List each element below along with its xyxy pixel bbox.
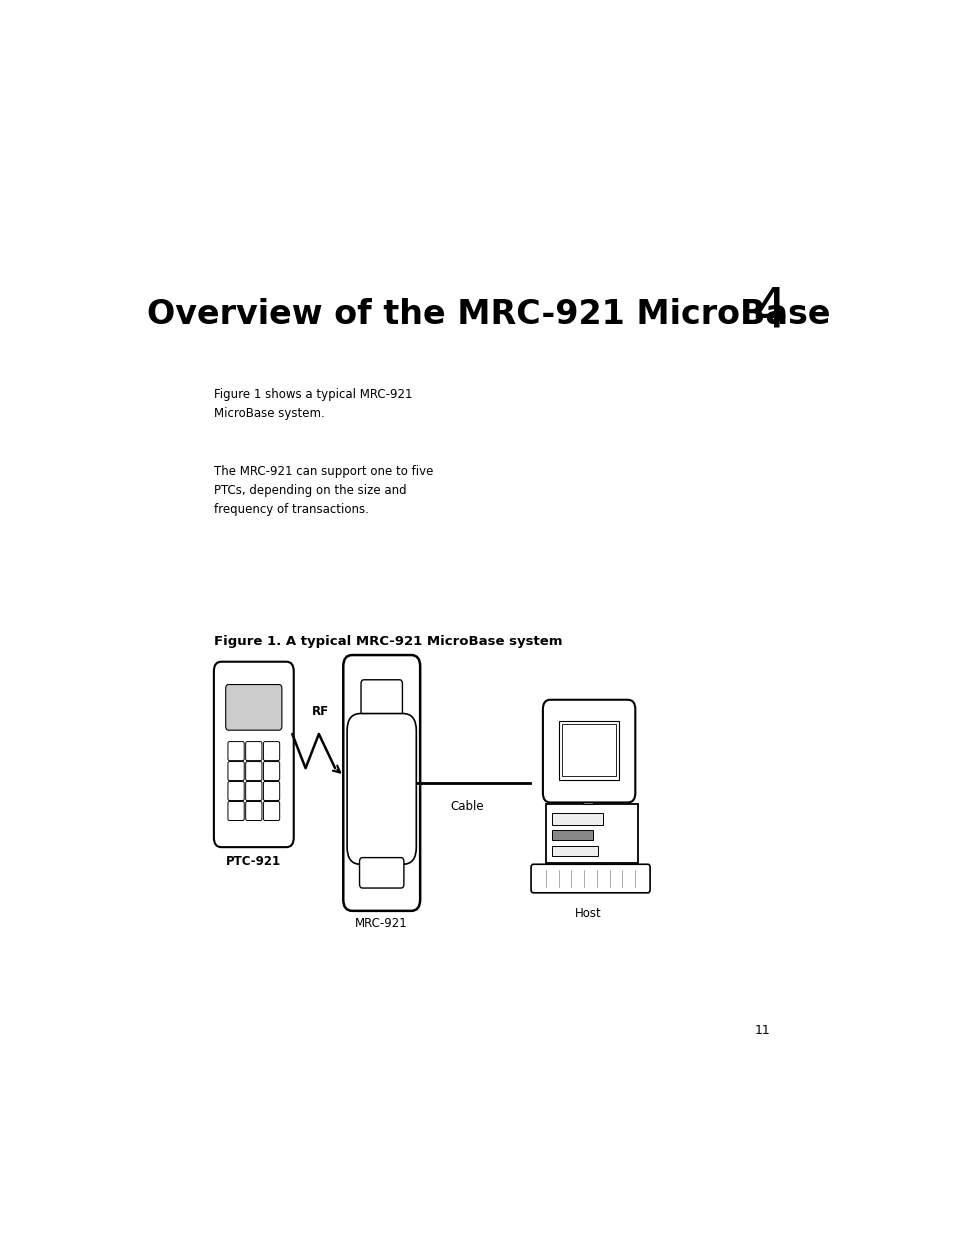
Text: MRC-921: MRC-921	[355, 916, 408, 930]
FancyBboxPatch shape	[228, 802, 244, 820]
FancyBboxPatch shape	[263, 802, 279, 820]
FancyBboxPatch shape	[246, 802, 262, 820]
FancyBboxPatch shape	[360, 679, 402, 718]
FancyBboxPatch shape	[246, 782, 262, 800]
FancyBboxPatch shape	[228, 762, 244, 781]
FancyBboxPatch shape	[359, 857, 403, 888]
Bar	[551, 813, 602, 825]
FancyBboxPatch shape	[542, 700, 635, 803]
FancyBboxPatch shape	[228, 741, 244, 761]
Text: Host: Host	[575, 906, 601, 920]
Bar	[551, 830, 593, 841]
Text: Figure 1 shows a typical MRC-921
MicroBase system.: Figure 1 shows a typical MRC-921 MicroBa…	[213, 388, 412, 420]
Bar	[545, 804, 638, 863]
FancyBboxPatch shape	[213, 662, 294, 847]
FancyBboxPatch shape	[263, 762, 279, 781]
Bar	[582, 793, 593, 804]
Text: PTC-921: PTC-921	[226, 855, 281, 868]
FancyBboxPatch shape	[246, 741, 262, 761]
Text: RF: RF	[312, 705, 329, 718]
FancyBboxPatch shape	[263, 782, 279, 800]
FancyBboxPatch shape	[343, 655, 419, 911]
Text: Cable: Cable	[450, 800, 483, 813]
Bar	[561, 725, 616, 776]
FancyBboxPatch shape	[226, 684, 282, 730]
Text: Figure 1. A typical MRC-921 MicroBase system: Figure 1. A typical MRC-921 MicroBase sy…	[213, 635, 562, 648]
FancyBboxPatch shape	[347, 714, 416, 864]
Text: Overview of the MRC-921 MicroBase: Overview of the MRC-921 MicroBase	[147, 298, 830, 331]
Bar	[551, 846, 598, 856]
FancyBboxPatch shape	[246, 762, 262, 781]
Bar	[558, 721, 618, 779]
FancyBboxPatch shape	[228, 782, 244, 800]
Text: 11: 11	[754, 1024, 770, 1037]
Text: The MRC-921 can support one to five
PTCs, depending on the size and
frequency of: The MRC-921 can support one to five PTCs…	[213, 464, 433, 516]
FancyBboxPatch shape	[263, 741, 279, 761]
FancyBboxPatch shape	[531, 864, 649, 893]
Text: 4: 4	[751, 285, 786, 338]
